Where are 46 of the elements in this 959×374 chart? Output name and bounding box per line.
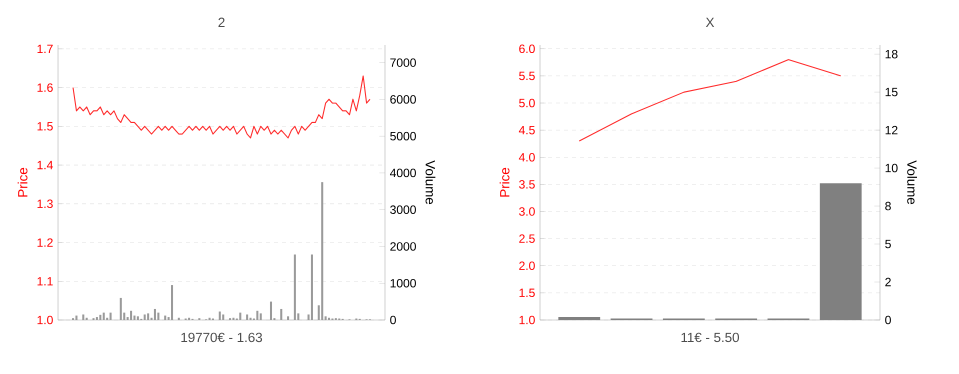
y-tick-label: 1.1: [38, 277, 53, 286]
chart-title: 2: [218, 18, 225, 27]
y2-axis-title: Volume: [426, 160, 436, 204]
y-tick-label: 1.7: [38, 44, 53, 54]
y2-tick-label: 6000: [390, 95, 416, 104]
y-axis-title: Price: [18, 168, 28, 197]
bar: [558, 316, 600, 320]
y2-tick-label: 1000: [390, 278, 416, 288]
y2-tick-label: 7000: [390, 58, 416, 67]
y-tick-label: 1.6: [38, 83, 53, 92]
y2-tick-label: 4000: [390, 168, 416, 178]
y-tick-label: 1.5: [520, 288, 535, 298]
y2-tick-label: 0: [390, 316, 396, 324]
y2-tick-label: 5000: [390, 132, 416, 140]
line-series: [578, 59, 842, 142]
y2-tick-label: 2: [885, 278, 891, 286]
y2-tick-label: 3000: [390, 205, 416, 214]
y2-tick-label: 5: [885, 240, 891, 248]
y-tick-label: 1.3: [38, 200, 53, 208]
y2-tick-label: 15: [886, 88, 898, 96]
y-tick-label: 1.0: [38, 316, 53, 324]
y-axis-title: Price: [500, 168, 510, 197]
y2-tick-label: 12: [886, 126, 898, 134]
y-tick-label: 4.5: [518, 126, 535, 134]
y2-axis-title: Volume: [907, 160, 917, 204]
y2-tick-label: 0: [885, 316, 891, 324]
y-tick-label: 1.2: [38, 238, 53, 247]
bar: [820, 183, 862, 320]
y-tick-label: 1.4: [38, 160, 53, 170]
y-tick-label: 3.0: [519, 207, 535, 216]
y2-tick-label: 8: [885, 202, 891, 210]
y2-tick-label: 2000: [390, 242, 416, 251]
y2-tick-label: 18: [886, 50, 898, 58]
y-tick-label: 6.0: [519, 44, 535, 54]
y-tick-label: 1.5: [38, 122, 53, 131]
x-axis-title: 11€ - 5.50: [681, 332, 739, 342]
x-axis-title: 19770€ - 1.63: [181, 332, 262, 342]
y2-tick-label: 10: [886, 164, 898, 172]
y-tick-label: 2.0: [519, 261, 535, 270]
y-tick-label: 4.0: [518, 153, 535, 162]
y-tick-label: 2.5: [519, 234, 535, 243]
y-tick-label: 1.0: [520, 316, 535, 324]
y-tick-label: 5.5: [519, 72, 535, 80]
y-tick-label: 5.0: [519, 98, 535, 108]
chart-title: X: [706, 18, 714, 27]
y-tick-label: 3.5: [519, 180, 535, 189]
